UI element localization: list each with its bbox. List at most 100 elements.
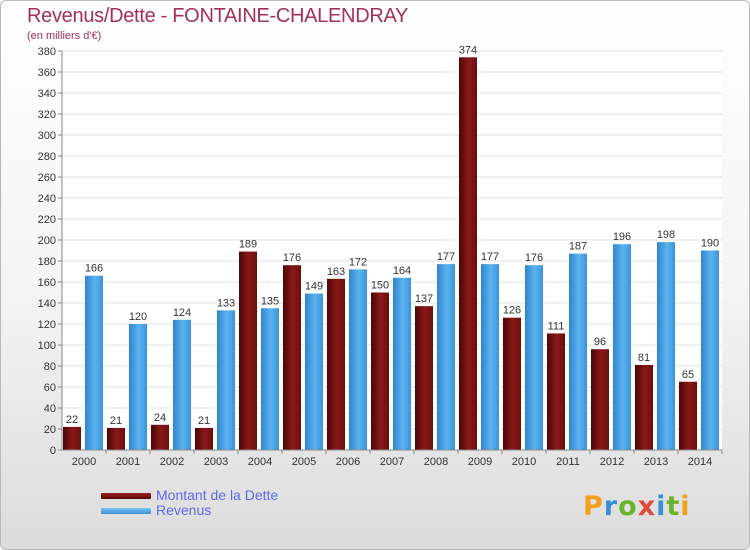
y-tick-label: 100: [38, 340, 56, 352]
data-label-debt-2009: 374: [459, 44, 477, 56]
y-tick-label: 120: [38, 319, 56, 331]
data-label-debt-2001: 21: [110, 415, 122, 427]
data-label-debt-2013: 81: [638, 352, 650, 364]
grid-layer: [62, 50, 722, 451]
bar-revenus-2000: [85, 275, 103, 450]
y-tick-label: 260: [38, 172, 56, 184]
data-label-debt-2002: 24: [154, 412, 166, 424]
bar-revenus-2003: [217, 310, 235, 450]
data-label-revenus-2001: 120: [129, 311, 147, 323]
chart-title: Revenus/Dette - FONTAINE-CHALENDRAY: [27, 5, 409, 27]
y-tick-label: 360: [38, 67, 56, 79]
y-tick-label: 340: [38, 88, 56, 100]
x-tick-label-2007: 2007: [380, 456, 404, 468]
data-label-revenus-2010: 176: [525, 252, 543, 264]
legend-swatch-debt: [101, 492, 151, 499]
data-label-debt-2005: 176: [283, 252, 301, 264]
data-label-revenus-2009: 177: [481, 251, 499, 263]
bar-debt-2008: [415, 306, 433, 450]
data-label-debt-2012: 96: [594, 336, 606, 348]
x-tick-label-2006: 2006: [336, 456, 360, 468]
bar-revenus-2010: [525, 265, 543, 450]
bars-layer: [63, 57, 719, 451]
legend-label-debt: Montant de la Dette: [156, 487, 279, 503]
y-tick-label: 80: [44, 361, 56, 373]
axis-layer: 0 20 40 60 80 100 120 140 160 180 200 220 240 260 280 3…: [38, 46, 723, 468]
bar-revenus-2004: [261, 308, 279, 450]
bar-revenus-2014: [701, 250, 719, 450]
data-label-revenus-2014: 190: [701, 238, 719, 250]
bar-debt-2009: [459, 57, 477, 451]
bar-revenus-2006: [349, 269, 367, 450]
x-tick-label-2008: 2008: [424, 456, 448, 468]
bar-debt-2005: [283, 265, 301, 450]
x-tick-label-2013: 2013: [644, 456, 668, 468]
x-tick-label-2000: 2000: [72, 456, 96, 468]
bar-debt-2004: [239, 251, 257, 450]
data-label-revenus-2000: 166: [85, 263, 103, 275]
y-tick-label: 240: [38, 193, 56, 205]
bar-debt-2006: [327, 278, 345, 450]
bar-revenus-2002: [173, 319, 191, 450]
y-tick-label: 380: [38, 46, 56, 58]
x-tick-label-2014: 2014: [688, 456, 712, 468]
bar-debt-2012: [591, 349, 609, 450]
bar-revenus-2007: [393, 277, 411, 450]
data-label-debt-2004: 189: [239, 239, 257, 251]
y-tick-label: 0: [50, 445, 56, 457]
data-label-debt-2003: 21: [198, 415, 210, 427]
bar-revenus-2011: [569, 253, 587, 450]
data-label-revenus-2004: 135: [261, 295, 279, 307]
labels-layer: 22 166 21 120 24 124 21 133 189 135 176 149 163 172 15…: [66, 44, 719, 427]
bar-debt-2003: [195, 427, 213, 450]
bar-revenus-2008: [437, 264, 455, 450]
data-label-revenus-2003: 133: [217, 297, 235, 309]
data-label-debt-2006: 163: [327, 266, 345, 278]
data-label-revenus-2013: 198: [657, 229, 675, 241]
data-label-debt-2011: 111: [548, 320, 565, 332]
x-tick-label-2003: 2003: [204, 456, 228, 468]
y-tick-label: 140: [38, 298, 56, 310]
bar-revenus-2001: [129, 324, 147, 450]
bar-revenus-2009: [481, 264, 499, 450]
plot-background: [62, 51, 722, 450]
bar-debt-2013: [635, 364, 653, 450]
data-label-debt-2008: 137: [415, 293, 433, 305]
y-tick-label: 220: [38, 214, 56, 226]
bar-debt-2001: [107, 427, 125, 450]
y-tick-label: 60: [44, 382, 56, 394]
bar-debt-2007: [371, 292, 389, 450]
legend-item-debt: Montant de la Dette: [101, 488, 278, 503]
data-label-debt-2010: 126: [503, 305, 521, 317]
bar-revenus-2012: [613, 244, 631, 450]
bar-debt-2014: [679, 381, 697, 450]
bar-debt-2011: [547, 333, 565, 450]
data-label-debt-2000: 22: [66, 414, 78, 426]
y-tick-label: 40: [44, 403, 56, 415]
data-label-revenus-2011: 187: [569, 241, 587, 253]
bar-revenus-2013: [657, 242, 675, 450]
y-tick-label: 200: [38, 235, 56, 247]
y-tick-label: 320: [38, 109, 56, 121]
x-tick-label-2004: 2004: [248, 456, 272, 468]
data-label-revenus-2005: 149: [305, 281, 323, 293]
x-tick-label-2005: 2005: [292, 456, 316, 468]
data-label-revenus-2002: 124: [173, 307, 191, 319]
bar-debt-2000: [63, 426, 81, 450]
legend-item-revenus: Revenus: [101, 503, 278, 518]
y-tick-label: 20: [44, 424, 56, 436]
data-label-revenus-2007: 164: [393, 265, 411, 277]
data-label-revenus-2008: 177: [437, 251, 455, 263]
y-tick-label: 280: [38, 151, 56, 163]
x-tick-label-2002: 2002: [160, 456, 184, 468]
legend: Montant de la Dette Revenus: [101, 488, 278, 518]
y-tick-label: 180: [38, 256, 56, 268]
bar-revenus-2005: [305, 293, 323, 450]
x-tick-label-2009: 2009: [468, 456, 492, 468]
legend-swatch-revenus: [101, 507, 151, 514]
data-label-revenus-2006: 172: [349, 256, 367, 268]
x-tick-label-2012: 2012: [600, 456, 624, 468]
bar-debt-2002: [151, 424, 169, 450]
